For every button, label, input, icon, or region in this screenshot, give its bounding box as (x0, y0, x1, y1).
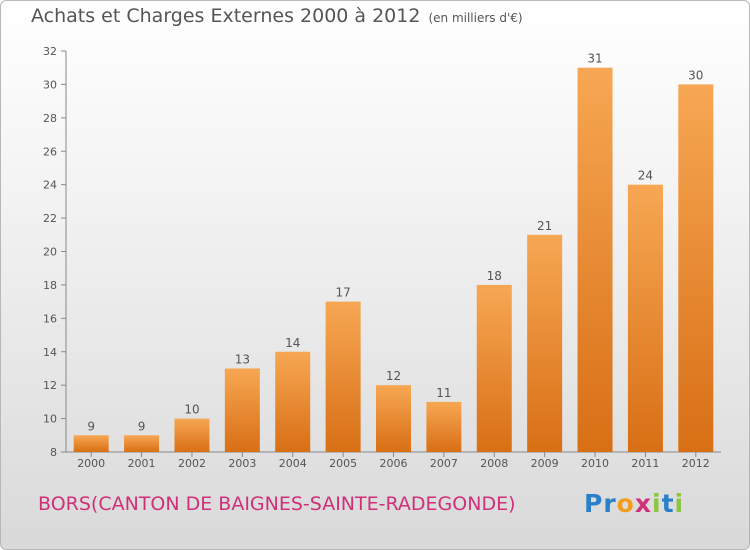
x-tick-label: 2005 (329, 457, 357, 470)
chart-title: Achats et Charges Externes 2000 à 2012 (e… (31, 5, 523, 27)
x-tick-label: 2007 (430, 457, 458, 470)
x-tick-label: 2003 (228, 457, 256, 470)
logo-letter: r (603, 489, 617, 518)
y-tick-label: 32 (43, 45, 57, 58)
y-tick-label: 18 (43, 279, 57, 292)
y-tick-label: 24 (43, 179, 57, 192)
bar-value-label: 18 (487, 269, 502, 283)
bar-value-label: 21 (537, 219, 552, 233)
x-tick-label: 2006 (380, 457, 408, 470)
bar-value-label: 13 (235, 352, 250, 366)
y-tick-label: 8 (50, 446, 57, 459)
x-tick-label: 2002 (178, 457, 206, 470)
chart-title-text: Achats et Charges Externes 2000 à 2012 (31, 5, 421, 27)
y-tick-label: 14 (43, 346, 57, 359)
bar (73, 435, 109, 452)
bar (627, 184, 663, 452)
x-tick-label: 2004 (279, 457, 307, 470)
logo-letter: o (616, 489, 635, 518)
y-tick-label: 22 (43, 212, 57, 225)
bar-chart: 8 10 12 14 16 18 20 22 24 26 28 30 32 2000 2001 2002 200… (43, 45, 721, 470)
x-tick-label: 2000 (77, 457, 105, 470)
bar (376, 385, 411, 452)
logo-letter: t (661, 489, 675, 518)
y-tick-label: 20 (43, 246, 57, 259)
y-tick-label: 26 (43, 145, 57, 158)
bar (678, 84, 714, 453)
x-tick-label: 2008 (480, 457, 508, 470)
proxiti-logo: Proxiti (584, 489, 684, 518)
x-tick-label: 2010 (581, 457, 609, 470)
logo-letter: P (584, 489, 604, 518)
bar (224, 368, 260, 452)
y-tick-label: 16 (43, 312, 57, 325)
bar (577, 67, 613, 452)
bar (124, 435, 160, 452)
bar-value-label: 10 (184, 403, 199, 417)
bar-value-label: 14 (285, 336, 300, 350)
x-tick-label: 2001 (128, 457, 156, 470)
bar (527, 234, 563, 452)
x-tick-label: 2011 (631, 457, 659, 470)
bar-series: 9 9 10 13 14 17 12 11 18 21 31 24 30 (73, 52, 714, 453)
place-name: BORS(CANTON DE BAIGNES-SAINTE-RADEGONDE) (38, 493, 516, 515)
y-tick-label: 12 (43, 379, 57, 392)
bar-value-label: 11 (436, 386, 451, 400)
logo-letter: x (634, 489, 652, 518)
bar-value-label: 24 (638, 169, 653, 183)
bar-value-label: 30 (688, 68, 703, 82)
bar-value-label: 31 (587, 52, 602, 66)
y-tick-label: 10 (43, 413, 57, 426)
x-tick-label: 2012 (682, 457, 710, 470)
chart-subtitle: (en milliers d'€) (428, 11, 523, 25)
bar (325, 301, 361, 452)
x-tick-label: 2009 (531, 457, 559, 470)
bar-value-label: 9 (87, 419, 95, 433)
bar (275, 351, 311, 452)
logo-letter: i (652, 489, 662, 518)
bar-value-label: 9 (138, 419, 146, 433)
bar (426, 401, 462, 452)
y-tick-label: 30 (43, 78, 57, 91)
logo-letter: i (674, 489, 685, 518)
bar-value-label: 12 (386, 369, 401, 383)
bar-value-label: 17 (335, 286, 350, 300)
bar (476, 284, 512, 452)
bar (174, 418, 210, 452)
y-tick-label: 28 (43, 112, 57, 125)
